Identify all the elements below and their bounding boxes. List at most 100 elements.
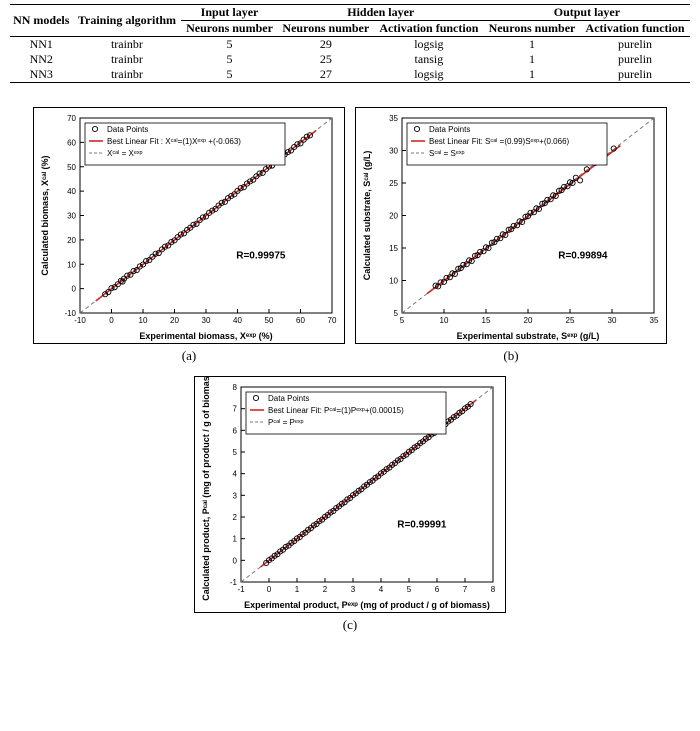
svg-text:2: 2: [323, 585, 328, 594]
svg-text:4: 4: [379, 585, 384, 594]
svg-text:50: 50: [265, 316, 274, 325]
svg-text:30: 30: [202, 316, 211, 325]
col-in-neurons: Neurons number: [181, 21, 277, 37]
panel-caption-a: (a): [182, 348, 196, 364]
svg-text:20: 20: [170, 316, 179, 325]
svg-text:Best Linear Fit: Sᶜᵃˡ =(0.99)S: Best Linear Fit: Sᶜᵃˡ =(0.99)Sᵉˣᵖ+(0.066…: [429, 137, 570, 146]
cell-out-n: 1: [484, 52, 580, 67]
scatter-panel-a: -10010203040506070-10010203040506070Expe…: [33, 107, 345, 344]
svg-text:-1: -1: [230, 578, 238, 587]
svg-text:-10: -10: [64, 309, 76, 318]
svg-text:20: 20: [389, 212, 398, 221]
svg-text:60: 60: [296, 316, 305, 325]
svg-text:35: 35: [650, 316, 659, 325]
svg-text:10: 10: [67, 260, 76, 269]
nn-table-body: NN1 trainbr 5 29 logsig 1 purelin NN2 tr…: [10, 37, 690, 83]
svg-text:25: 25: [389, 179, 398, 188]
svg-text:7: 7: [233, 405, 238, 414]
svg-text:R=0.99894: R=0.99894: [558, 250, 608, 261]
svg-text:0: 0: [267, 585, 272, 594]
svg-text:70: 70: [67, 114, 76, 123]
svg-text:40: 40: [233, 316, 242, 325]
svg-text:Best Linear Fit : Xᶜᵃˡ=(1)Xᵉˣᵖ: Best Linear Fit : Xᶜᵃˡ=(1)Xᵉˣᵖ +(-0.063): [107, 137, 241, 146]
svg-text:6: 6: [435, 585, 440, 594]
svg-text:20: 20: [524, 316, 533, 325]
svg-text:Data Points: Data Points: [268, 394, 309, 403]
svg-text:3: 3: [233, 491, 238, 500]
svg-text:5: 5: [394, 309, 399, 318]
svg-text:1: 1: [233, 535, 238, 544]
cell-model: NN2: [10, 52, 73, 67]
svg-text:R=0.99991: R=0.99991: [397, 519, 447, 530]
cell-out-a: purelin: [580, 67, 690, 83]
svg-text:Best Linear Fit: Pᶜᵃˡ=(1)Pᵉˣᵖ+: Best Linear Fit: Pᶜᵃˡ=(1)Pᵉˣᵖ+(0.00015): [268, 406, 404, 415]
svg-text:10: 10: [389, 277, 398, 286]
svg-text:Data Points: Data Points: [429, 125, 470, 134]
svg-text:-10: -10: [74, 316, 86, 325]
svg-text:30: 30: [608, 316, 617, 325]
svg-text:3: 3: [351, 585, 356, 594]
panel-caption-b: (b): [503, 348, 518, 364]
cell-hid-n: 27: [278, 67, 374, 83]
svg-text:Calculated product, Pᶜᵃˡ (mg o: Calculated product, Pᶜᵃˡ (mg of product …: [201, 377, 211, 601]
table-row: NN2 trainbr 5 25 tansig 1 purelin: [10, 52, 690, 67]
svg-text:40: 40: [67, 187, 76, 196]
panel-caption-c: (c): [343, 617, 357, 633]
svg-text:4: 4: [233, 470, 238, 479]
col-hid-act: Activation function: [374, 21, 484, 37]
svg-text:R=0.99975: R=0.99975: [236, 250, 286, 261]
table-row: NN3 trainbr 5 27 logsig 1 purelin: [10, 67, 690, 83]
cell-hid-n: 29: [278, 37, 374, 53]
cell-out-n: 1: [484, 67, 580, 83]
svg-text:70: 70: [328, 316, 337, 325]
svg-text:Experimental product, Pᵉˣᵖ (mg: Experimental product, Pᵉˣᵖ (mg of produc…: [244, 600, 490, 610]
svg-text:-1: -1: [237, 585, 245, 594]
svg-text:35: 35: [389, 114, 398, 123]
svg-text:Experimental biomass, Xᵉˣᵖ (%): Experimental biomass, Xᵉˣᵖ (%): [139, 331, 272, 341]
svg-text:Pᶜᵃˡ = Pᵉˣᵖ: Pᶜᵃˡ = Pᵉˣᵖ: [268, 418, 303, 427]
svg-text:10: 10: [440, 316, 449, 325]
svg-text:2: 2: [233, 513, 238, 522]
svg-text:5: 5: [407, 585, 412, 594]
scatter-panel-b: 51015202530355101520253035Experimental s…: [355, 107, 667, 344]
cell-in-n: 5: [181, 37, 277, 53]
svg-text:10: 10: [139, 316, 148, 325]
col-training-algo: Training algorithm: [73, 5, 182, 37]
col-input-layer: Input layer: [181, 5, 277, 21]
svg-text:5: 5: [233, 448, 238, 457]
cell-algo: trainbr: [73, 37, 182, 53]
svg-text:0: 0: [109, 316, 114, 325]
col-hidden-layer: Hidden layer: [278, 5, 484, 21]
svg-text:8: 8: [233, 383, 238, 392]
cell-model: NN3: [10, 67, 73, 83]
cell-algo: trainbr: [73, 52, 182, 67]
col-output-layer: Output layer: [484, 5, 690, 21]
svg-text:Xᶜᵃˡ = Xᵉˣᵖ: Xᶜᵃˡ = Xᵉˣᵖ: [107, 149, 142, 158]
cell-out-a: purelin: [580, 52, 690, 67]
svg-text:1: 1: [295, 585, 300, 594]
svg-text:0: 0: [72, 285, 77, 294]
cell-in-n: 5: [181, 67, 277, 83]
svg-text:0: 0: [233, 556, 238, 565]
svg-text:5: 5: [400, 316, 405, 325]
table-row: NN1 trainbr 5 29 logsig 1 purelin: [10, 37, 690, 53]
svg-text:8: 8: [491, 585, 496, 594]
svg-text:Sᶜᵃˡ = Sᵉˣᵖ: Sᶜᵃˡ = Sᵉˣᵖ: [429, 149, 464, 158]
col-out-act: Activation function: [580, 21, 690, 37]
cell-hid-a: logsig: [374, 37, 484, 53]
cell-out-n: 1: [484, 37, 580, 53]
svg-text:15: 15: [389, 244, 398, 253]
col-out-neurons: Neurons number: [484, 21, 580, 37]
scatter-panel-c: -1012345678-1012345678Experimental produ…: [194, 376, 506, 613]
cell-hid-a: logsig: [374, 67, 484, 83]
nn-models-table: NN models Training algorithm Input layer…: [10, 4, 690, 83]
svg-text:20: 20: [67, 236, 76, 245]
svg-text:Data Points: Data Points: [107, 125, 148, 134]
svg-text:25: 25: [566, 316, 575, 325]
cell-out-a: purelin: [580, 37, 690, 53]
svg-text:Calculated biomass, Xᶜᵃˡ (%): Calculated biomass, Xᶜᵃˡ (%): [40, 155, 50, 275]
cell-algo: trainbr: [73, 67, 182, 83]
col-nn-models: NN models: [10, 5, 73, 37]
svg-text:50: 50: [67, 163, 76, 172]
svg-text:7: 7: [463, 585, 468, 594]
